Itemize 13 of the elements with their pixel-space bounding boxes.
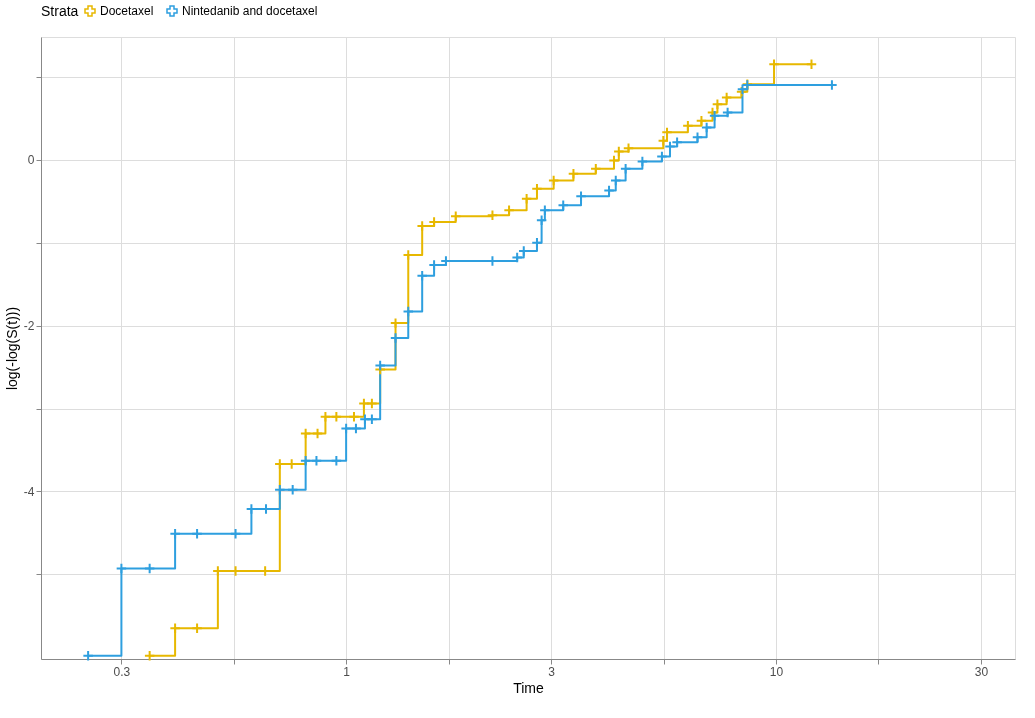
legend-label: Nintedanib and docetaxel (182, 4, 318, 18)
x-axis-title: Time (513, 679, 545, 696)
x-tick-label: 30 (974, 664, 989, 679)
legend-title: Strata (41, 3, 79, 19)
y-tick-label: -2 (23, 319, 35, 334)
y-axis-title: log(-log(S(t))) (3, 306, 20, 391)
x-tick-label: 3 (548, 664, 556, 679)
y-tick-label: -4 (23, 484, 35, 499)
x-tick-label: 0.3 (113, 664, 131, 679)
legend-label: Docetaxel (100, 4, 154, 18)
x-tick-label: 10 (769, 664, 784, 679)
x-tick-label: 1 (343, 664, 351, 679)
y-tick-label: 0 (27, 153, 35, 168)
